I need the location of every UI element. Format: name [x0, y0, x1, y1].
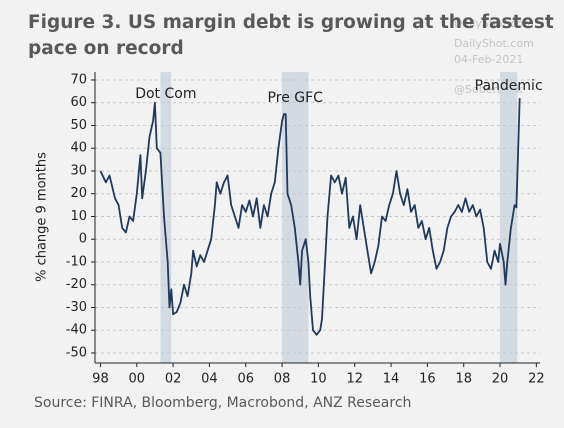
watermark: 04-Feb-2021: [454, 53, 523, 66]
data-line: [99, 98, 521, 336]
annotation: Dot Com: [135, 86, 196, 102]
x-tick-label: 12: [346, 372, 363, 387]
x-tick-label: 20: [492, 372, 509, 387]
y-axis-label: % change 9 months: [35, 152, 50, 282]
y-tick-label: -30: [66, 300, 87, 315]
y-tick-label: 20: [70, 186, 87, 201]
x-tick-label: 06: [237, 372, 254, 387]
y-tick-label: 50: [70, 118, 87, 133]
source: Source: FINRA, Bloomberg, Macrobond, ANZ…: [34, 395, 411, 411]
y-tick-label: -10: [66, 254, 87, 269]
y-tick-label: -20: [66, 277, 87, 292]
annotation: Pandemic: [475, 78, 543, 94]
x-tick-label: 18: [455, 372, 472, 387]
x-tick-label: 02: [165, 372, 182, 387]
x-tick-label: 08: [274, 372, 291, 387]
x-tick-label: 04: [201, 372, 218, 387]
chart-title: Figure 3. US margin debt is growing at t…: [28, 12, 554, 33]
x-tick-label: 22: [528, 372, 545, 387]
x-tick-label: 98: [92, 372, 109, 387]
chart-title: pace on record: [28, 38, 184, 59]
y-tick-label: 60: [70, 95, 87, 110]
shaded-period: [500, 72, 518, 363]
x-tick-label: 00: [129, 372, 146, 387]
y-tick-label: 40: [70, 141, 87, 156]
x-tick-label: 14: [383, 372, 400, 387]
watermark: DailyShot.com: [454, 17, 534, 30]
annotation: Pre GFC: [268, 90, 324, 106]
y-tick-label: 10: [70, 209, 87, 224]
y-tick-label: -50: [66, 345, 87, 360]
x-tick-label: 16: [419, 372, 436, 387]
y-tick-label: 0: [79, 232, 87, 247]
shaded-period: [160, 72, 172, 363]
y-tick-label: 30: [70, 163, 87, 178]
y-tick-label: 70: [70, 72, 87, 87]
y-tick-label: -40: [66, 323, 87, 338]
x-tick-label: 10: [310, 372, 327, 387]
watermark: DailyShot.com: [454, 37, 534, 50]
